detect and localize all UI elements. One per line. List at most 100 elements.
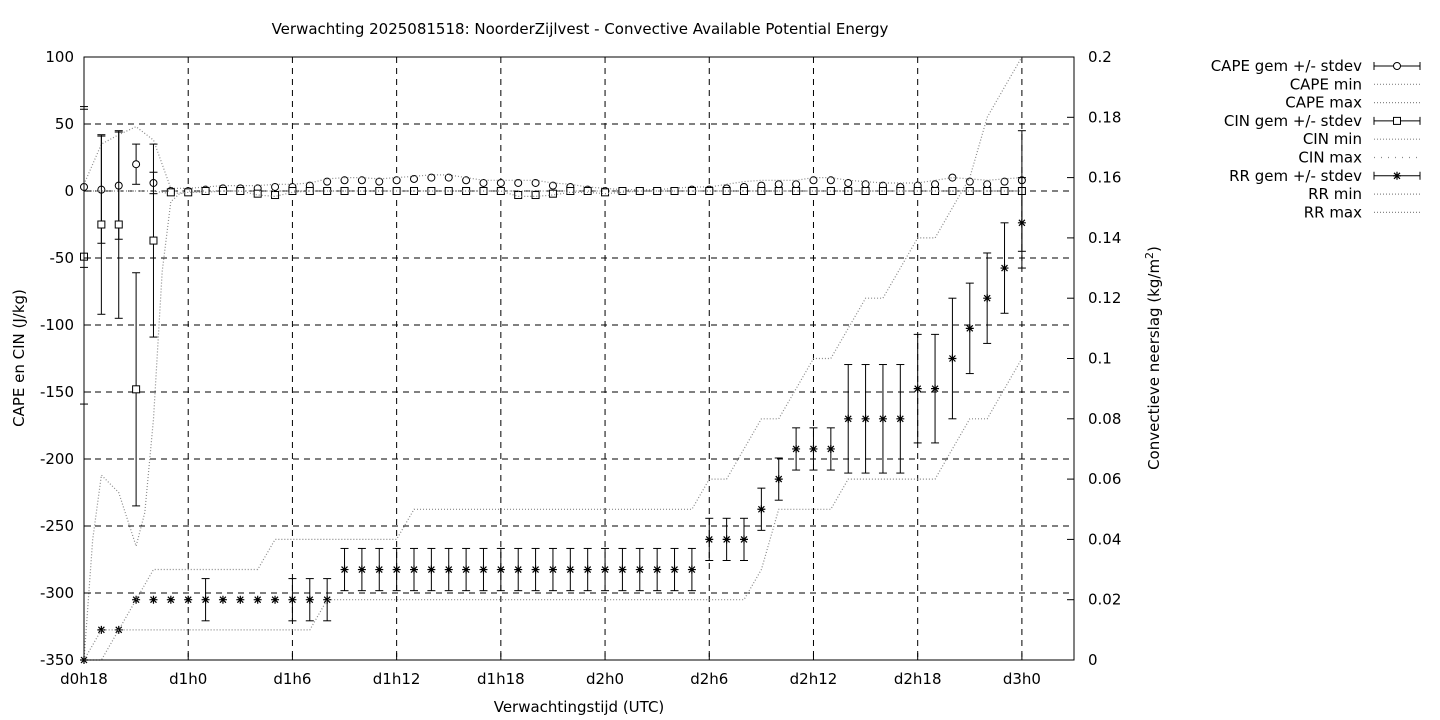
y-right-tick-label: 0: [1088, 651, 1098, 669]
y-right-tick-label: 0.02: [1088, 591, 1121, 609]
data-point: [271, 595, 280, 604]
legend-label: RR min: [1308, 185, 1362, 203]
x-tick-label: d1h18: [477, 670, 525, 688]
series-layer: [80, 56, 1026, 664]
data-point: [253, 189, 262, 198]
data-point: [392, 565, 401, 574]
data-point: [462, 565, 471, 574]
data-point: [149, 236, 158, 245]
axes-layer: d0h18 d1h0 d1h6 d1h12 d1h18 d2h0 d2h6 d2h12 d2h1…: [40, 48, 1121, 688]
data-point: [687, 565, 696, 574]
data-point: [288, 595, 297, 604]
data-point: [496, 565, 505, 574]
data-point: [566, 565, 575, 574]
legend-label: RR max: [1304, 203, 1362, 221]
legend-label: CAPE max: [1285, 94, 1362, 112]
data-point: [618, 565, 627, 574]
data-point: [1000, 264, 1009, 273]
data-point: [844, 414, 853, 423]
data-point: [236, 187, 245, 195]
data-point: [878, 414, 887, 423]
data-point: [201, 595, 210, 604]
y-left-tick-label: -250: [40, 517, 74, 535]
data-point: [97, 220, 106, 229]
data-point: [983, 294, 992, 303]
data-point: [826, 176, 835, 185]
data-point: [774, 475, 783, 484]
data-point: [826, 444, 835, 453]
data-point: [948, 173, 957, 182]
y-axis-right-label-end: ): [1145, 246, 1163, 252]
data-point: [410, 565, 418, 574]
data-point: [531, 191, 540, 200]
data-point: [427, 173, 436, 182]
y-left-tick-label: -50: [50, 249, 75, 267]
data-point: [531, 178, 540, 187]
x-axis-label: Verwachtingstijd (UTC): [494, 698, 665, 716]
data-point: [618, 187, 627, 195]
data-point: [792, 180, 801, 189]
data-point: [965, 187, 974, 195]
data-point: [357, 176, 366, 185]
y-right-tick-label: 0.12: [1088, 289, 1121, 307]
data-point: [861, 180, 870, 189]
legend-marker: [1393, 171, 1401, 180]
data-point: [514, 565, 523, 574]
data-point: [375, 565, 384, 574]
data-point: [844, 178, 853, 187]
data-point: [97, 625, 106, 634]
data-point: [427, 565, 436, 574]
data-point: [531, 565, 540, 574]
legend-label: CAPE gem +/- stdev: [1211, 57, 1362, 75]
data-point: [601, 565, 610, 574]
chart-title: Verwachting 2025081518: NoorderZijlvest …: [272, 20, 889, 38]
data-point: [983, 180, 992, 189]
y-right-tick-label: 0.16: [1088, 169, 1121, 187]
data-point: [132, 160, 141, 169]
legend-label: CAPE min: [1290, 75, 1362, 93]
data-point: [340, 176, 349, 185]
data-point: [566, 187, 575, 195]
data-point: [896, 414, 905, 423]
legend-label: RR gem +/- stdev: [1229, 167, 1362, 185]
data-point: [861, 414, 870, 423]
legend-label: CIN max: [1298, 149, 1362, 167]
data-point: [479, 565, 488, 574]
data-point: [705, 535, 714, 544]
data-point: [132, 385, 141, 394]
data-point: [323, 595, 332, 604]
data-point: [931, 180, 940, 189]
data-point: [601, 188, 610, 197]
data-point: [444, 565, 453, 574]
data-point: [444, 173, 453, 182]
x-tick-label: d1h6: [273, 670, 311, 688]
data-point: [357, 187, 366, 195]
data-point: [965, 324, 974, 333]
y-right-tick-label: 0.18: [1088, 108, 1121, 126]
data-point: [740, 535, 748, 544]
legend-label: CIN min: [1303, 130, 1362, 148]
series-line: [83, 126, 1022, 191]
data-point: [218, 595, 227, 604]
data-point: [635, 187, 644, 195]
y-left-tick-label: -100: [40, 316, 74, 334]
x-tick-label: d2h6: [690, 670, 728, 688]
data-point: [114, 625, 123, 634]
data-point: [792, 444, 801, 453]
series-line: [83, 190, 1022, 661]
data-point: [375, 177, 384, 186]
y-left-tick-label: 0: [64, 182, 74, 200]
series-line: [83, 56, 1023, 661]
data-point: [357, 565, 366, 574]
data-point: [514, 178, 523, 187]
data-point: [410, 174, 418, 183]
y-right-tick-label: 0.06: [1088, 470, 1121, 488]
data-point: [166, 188, 175, 197]
data-point: [757, 505, 766, 514]
data-point: [184, 595, 193, 604]
y-left-tick-label: 100: [45, 48, 74, 66]
data-point: [271, 191, 280, 200]
data-point: [774, 180, 783, 189]
data-point: [166, 595, 175, 604]
